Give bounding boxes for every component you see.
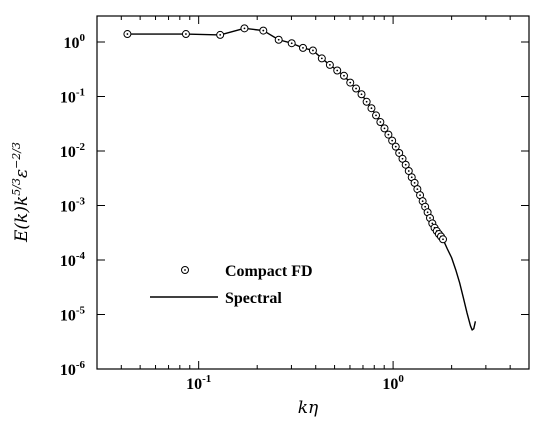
data-point-compact-fd — [380, 124, 389, 133]
data-point-compact-fd — [391, 142, 400, 151]
y-tick-label: 10-6 — [60, 359, 86, 379]
y-tick-label: 10-4 — [60, 250, 86, 270]
data-point-compact-fd — [367, 104, 376, 113]
data-point-compact-fd — [416, 191, 425, 200]
data-point-compact-fd — [376, 118, 385, 127]
data-point-compact-fd — [395, 148, 404, 157]
y-axis-title-part-1: E(k)k — [12, 196, 32, 243]
data-point-compact-fd — [240, 24, 249, 33]
plot-frame — [96, 15, 530, 370]
y-tick-label: 10-3 — [60, 196, 86, 216]
x-axis-title: kη — [298, 398, 319, 418]
data-point-compact-fd — [404, 166, 413, 175]
data-point-compact-fd — [388, 136, 397, 145]
data-point-compact-fd — [287, 39, 296, 48]
y-tick-label: 100 — [64, 32, 86, 52]
data-point-compact-fd — [398, 154, 407, 163]
legend: Compact FD Spectral — [150, 263, 313, 307]
y-tick-label: 10-5 — [60, 305, 86, 325]
major-ticks — [97, 16, 529, 370]
data-point-compact-fd — [274, 35, 283, 44]
data-point-compact-fd — [181, 30, 190, 39]
x-tick-label: 100 — [382, 373, 404, 393]
legend-label-spectral: Spectral — [225, 290, 282, 307]
data-point-compact-fd — [352, 84, 361, 93]
y-tick-labels: 100 10-1 10-2 10-3 10-4 10-5 10-6 — [60, 32, 86, 379]
data-point-compact-fd — [346, 78, 355, 87]
data-point-compact-fd — [384, 130, 393, 139]
y-tick-label: 10-1 — [60, 87, 85, 107]
data-point-compact-fd — [357, 90, 366, 99]
y-tick-label: 10-2 — [60, 141, 86, 161]
data-point-compact-fd — [339, 71, 348, 80]
y-axis-title-exp-2: −2/3 — [10, 142, 23, 169]
x-tick-label: 10-1 — [186, 373, 211, 393]
legend-label-compact-fd: Compact FD — [225, 263, 313, 280]
data-point-compact-fd — [439, 235, 448, 244]
y-axis-title-exp-1: 5/3 — [10, 178, 23, 196]
data-point-compact-fd — [298, 43, 307, 52]
data-point-compact-fd — [259, 26, 268, 35]
y-axis-title: E(k)k5/3ε−2/3 — [10, 142, 32, 243]
data-point-compact-fd — [216, 30, 225, 39]
data-point-compact-fd — [372, 111, 381, 120]
data-point-compact-fd — [362, 97, 371, 106]
data-point-compact-fd — [317, 54, 326, 63]
data-point-compact-fd — [401, 160, 410, 169]
data-point-compact-fd — [333, 66, 342, 75]
data-point-compact-fd — [325, 60, 334, 69]
data-point-compact-fd — [308, 46, 317, 55]
y-axis-title-part-2: ε — [12, 169, 32, 178]
legend-marker-compact-fd — [181, 266, 189, 274]
data-point-compact-fd — [123, 30, 132, 39]
series-layer — [123, 24, 477, 331]
x-tick-labels: 10-1 100 — [186, 373, 404, 393]
